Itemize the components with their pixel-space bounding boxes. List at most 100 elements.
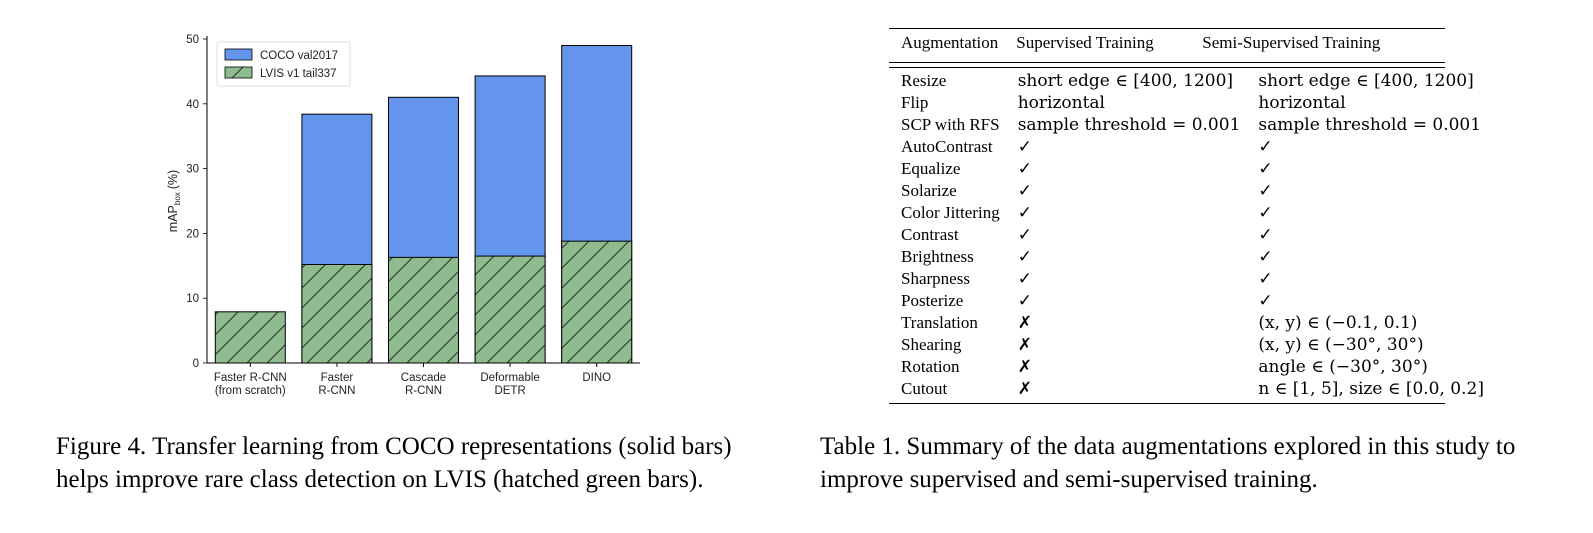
- semi-supervised-cell: angle ∈ (−30°, 30°): [1258, 357, 1428, 377]
- bar-chart-figure: Faster R-CNN (from scratch) Faster R-CNN Cas…: [150, 20, 670, 410]
- supervised-cell: ✓: [1017, 247, 1032, 267]
- supervised-cell: ✗: [1017, 379, 1032, 399]
- table-row: Translation ✗ (x, y) ∈ (−0.1, 0.1): [889, 312, 1490, 334]
- semi-supervised-cell: (x, y) ∈ (−30°, 30°): [1258, 335, 1424, 355]
- augmentation-cell: Resize: [901, 71, 947, 90]
- supervised-cell: ✓: [1017, 269, 1032, 289]
- supervised-cell: sample threshold = 0.001: [1017, 115, 1241, 135]
- header-supervised-training: Supervised Training: [1016, 33, 1154, 52]
- y-tick-label: 20: [186, 228, 199, 240]
- y-axis-label-subscript: box: [173, 192, 182, 205]
- semi-supervised-cell: sample threshold = 0.001: [1258, 115, 1482, 135]
- bar-lvis-2: [388, 256, 459, 364]
- table-row: Shearing ✗ (x, y) ∈ (−30°, 30°): [889, 334, 1490, 356]
- table-row: Resize short edge ∈ [400, 1200] short edge…: [889, 68, 1490, 92]
- table-row: Flip horizontal horizontal: [889, 92, 1490, 114]
- x-tick-label: Faster R-CNN: [214, 372, 287, 384]
- semi-supervised-cell: n ∈ [1, 5], size ∈ [0.0, 0.2]: [1258, 379, 1484, 399]
- supervised-cell: short edge ∈ [400, 1200]: [1017, 71, 1234, 91]
- legend-label: COCO val2017: [260, 50, 338, 62]
- augmentation-cell: Posterize: [901, 291, 964, 310]
- supervised-cell: ✓: [1017, 159, 1032, 179]
- supervised-cell: horizontal: [1017, 93, 1105, 113]
- augmentation-cell: Rotation: [901, 357, 960, 376]
- x-tick-label: DINO: [582, 372, 611, 384]
- supervised-cell: ✓: [1017, 181, 1032, 201]
- bar-chart: Faster R-CNN(from scratch)FasterR-CNNCas…: [166, 34, 640, 397]
- x-tick-label: R-CNN: [405, 385, 442, 397]
- augmentation-cell: Solarize: [901, 181, 957, 200]
- x-tick-label: Deformable: [480, 372, 539, 384]
- augmentation-cell: Equalize: [901, 159, 961, 178]
- table-row: SCP with RFS sample threshold = 0.001 samp…: [889, 114, 1490, 136]
- augmentation-table-container: Augmentation Supervised Training Semi-Su…: [889, 28, 1484, 404]
- table-row: Contrast ✓ ✓: [889, 224, 1490, 246]
- bar-lvis-0: [214, 311, 286, 364]
- y-tick-label: 10: [186, 293, 199, 305]
- augmentation-cell: Contrast: [901, 225, 959, 244]
- table-caption: Table 1. Summary of the data augmentatio…: [820, 433, 1516, 493]
- y-tick-label: 30: [186, 164, 199, 176]
- supervised-cell: ✓: [1017, 225, 1032, 245]
- x-tick-label: R-CNN: [318, 385, 355, 397]
- x-tick-label: Cascade: [401, 372, 446, 384]
- y-axis-label: mAPbox (%): [166, 170, 182, 232]
- augmentation-cell: Brightness: [901, 247, 974, 266]
- supervised-cell: ✗: [1017, 357, 1032, 377]
- augmentation-cell: Translation: [901, 313, 978, 332]
- bar-lvis-4: [561, 240, 633, 364]
- supervised-cell: ✓: [1017, 203, 1032, 223]
- augmentation-table: Augmentation Supervised Training Semi-Su…: [889, 28, 1445, 62]
- semi-supervised-cell: ✓: [1258, 203, 1273, 223]
- augmentation-cell: Flip: [901, 93, 929, 112]
- supervised-cell: ✓: [1017, 291, 1032, 311]
- table-row: Brightness ✓ ✓: [889, 246, 1490, 268]
- semi-supervised-cell: (x, y) ∈ (−0.1, 0.1): [1258, 313, 1418, 333]
- semi-supervised-cell: ✓: [1258, 247, 1273, 267]
- augmentation-cell: Sharpness: [901, 269, 970, 288]
- augmentation-cell: Cutout: [901, 379, 948, 398]
- table-row: Cutout ✗ n ∈ [1, 5], size ∈ [0.0, 0.2]: [889, 378, 1490, 400]
- y-tick-label: 0: [193, 358, 199, 370]
- supervised-cell: ✗: [1017, 335, 1032, 355]
- x-tick-label: Faster: [321, 372, 354, 384]
- header-augmentation: Augmentation: [901, 33, 999, 52]
- legend-swatch-0: [224, 48, 253, 61]
- semi-supervised-cell: ✓: [1258, 269, 1273, 289]
- augmentation-cell: Shearing: [901, 335, 962, 354]
- figure-caption: Figure 4. Transfer learning from COCO re…: [56, 433, 732, 493]
- supervised-cell: ✗: [1017, 313, 1032, 333]
- table-row: Color Jittering ✓ ✓: [889, 202, 1490, 224]
- y-tick-label: 50: [186, 34, 199, 46]
- table-row: Equalize ✓ ✓: [889, 158, 1490, 180]
- augmentation-cell: SCP with RFS: [901, 115, 1000, 134]
- table-row: Solarize ✓ ✓: [889, 180, 1490, 202]
- legend-label: LVIS v1 tail337: [260, 68, 337, 80]
- bar-lvis-1: [301, 264, 373, 364]
- augmentation-cell: AutoContrast: [901, 137, 993, 156]
- x-tick-label: (from scratch): [215, 385, 286, 397]
- augmentation-cell: Color Jittering: [901, 203, 1000, 222]
- y-axis-label-unit: (%): [166, 170, 180, 189]
- table-row: AutoContrast ✓ ✓: [889, 136, 1490, 158]
- semi-supervised-cell: ✓: [1258, 225, 1273, 245]
- semi-supervised-cell: ✓: [1258, 181, 1273, 201]
- table-bottom-rule: [889, 403, 1445, 404]
- bar-lvis-3: [474, 255, 546, 364]
- x-tick-label: DETR: [494, 385, 525, 397]
- semi-supervised-cell: short edge ∈ [400, 1200]: [1258, 71, 1474, 91]
- semi-supervised-cell: ✓: [1258, 137, 1273, 157]
- table-header-row: Augmentation Supervised Training Semi-Su…: [889, 28, 1445, 63]
- semi-supervised-cell: horizontal: [1258, 93, 1346, 113]
- header-semi-supervised-training: Semi-Supervised Training: [1202, 33, 1381, 52]
- table-row: Sharpness ✓ ✓: [889, 268, 1490, 290]
- table-row: Rotation ✗ angle ∈ (−30°, 30°): [889, 356, 1490, 378]
- table-row: Posterize ✓ ✓: [889, 290, 1490, 312]
- y-tick-label: 40: [186, 99, 199, 111]
- supervised-cell: ✓: [1017, 137, 1032, 157]
- semi-supervised-cell: ✓: [1258, 291, 1273, 311]
- legend-swatch-1: [224, 66, 253, 79]
- header-double-rule: [889, 62, 1445, 68]
- y-axis-label-main: mAP: [166, 205, 180, 232]
- semi-supervised-cell: ✓: [1258, 159, 1273, 179]
